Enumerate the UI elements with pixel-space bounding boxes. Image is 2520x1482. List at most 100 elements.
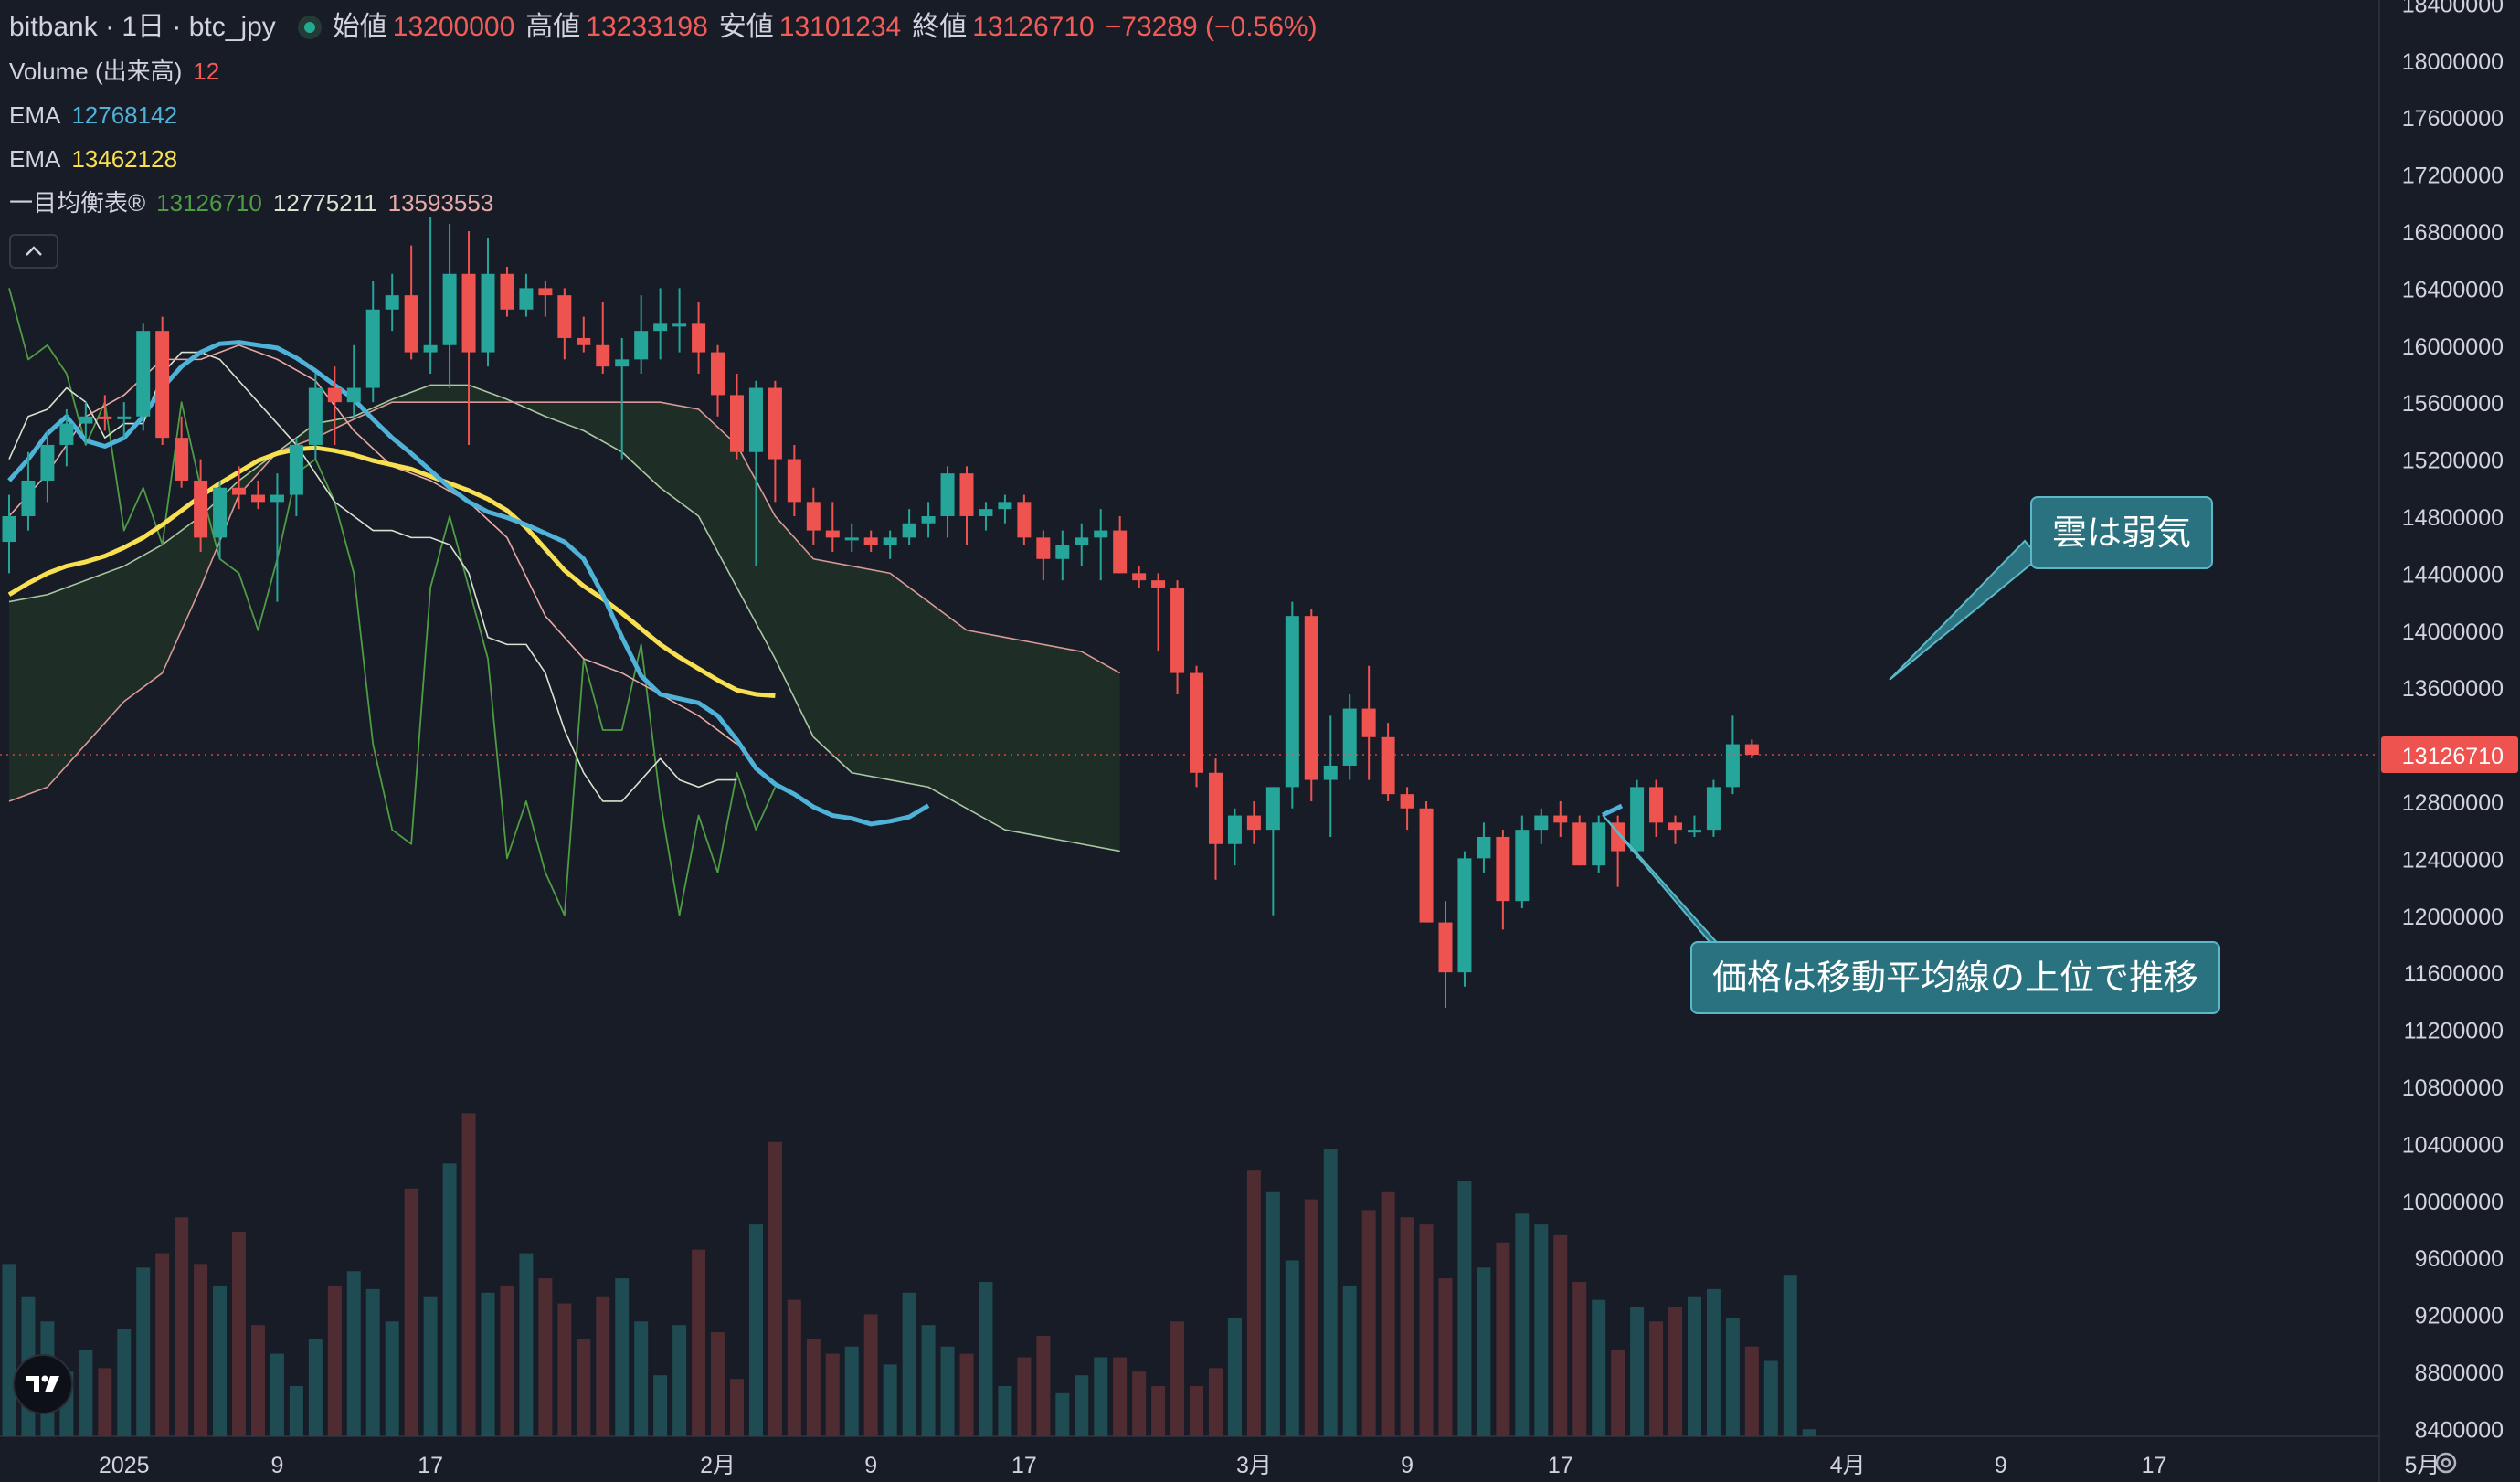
chevron-up-icon <box>26 246 42 256</box>
time-tick-label: 17 <box>1548 1453 1573 1478</box>
candle-up <box>270 494 284 503</box>
volume-bar <box>1265 1191 1280 1436</box>
volume-bar <box>289 1385 303 1436</box>
high-value: 13233198 <box>586 12 708 42</box>
volume-bar <box>1208 1368 1223 1436</box>
volume-bar <box>155 1253 170 1436</box>
volume-bar <box>1630 1307 1645 1436</box>
ichimoku-value-3: 13593553 <box>387 189 494 217</box>
volume-bar <box>1342 1285 1357 1436</box>
candlesticks <box>2 217 1759 1009</box>
price-tick-label: 18000000 <box>2402 49 2504 75</box>
volume-bar <box>1649 1321 1664 1436</box>
tradingview-logo-icon[interactable] <box>13 1354 73 1414</box>
price-tick-label: 10000000 <box>2402 1190 2504 1215</box>
volume-bar <box>175 1217 189 1436</box>
price-tick-label: 9200000 <box>2415 1304 2504 1329</box>
volume-bar <box>634 1321 649 1436</box>
candle-down <box>1151 580 1166 588</box>
legend-ema-fast[interactable]: EMA 12768142 <box>9 93 1329 137</box>
candle-up <box>844 537 859 541</box>
candle-up <box>634 331 649 360</box>
candle-down <box>538 288 553 296</box>
volume-bar <box>1227 1318 1242 1436</box>
price-tick-label: 15600000 <box>2402 391 2504 417</box>
candle-up <box>1265 787 1280 831</box>
volume-bar <box>481 1292 495 1436</box>
candle-down <box>1381 736 1395 795</box>
time-tick-label: 17 <box>2142 1453 2167 1478</box>
time-tick-label: 9 <box>1995 1453 2007 1478</box>
time-tick-label: 2月 <box>700 1453 736 1478</box>
candle-down <box>1649 787 1664 823</box>
ema-slow-value: 13462128 <box>71 145 178 173</box>
volume-bar <box>1113 1357 1128 1436</box>
volume-bar <box>1477 1267 1491 1436</box>
collapse-legend-button[interactable] <box>9 234 58 269</box>
volume-bar <box>979 1282 993 1436</box>
volume-bar <box>1055 1392 1070 1436</box>
volume-bar <box>902 1292 916 1436</box>
candle-down <box>1190 672 1204 773</box>
candle-down <box>577 337 591 345</box>
candle-down <box>1208 772 1223 844</box>
legend-volume[interactable]: Volume (出来高) 12 <box>9 49 1329 93</box>
volume-bar <box>1361 1210 1376 1436</box>
volume-bar <box>270 1353 284 1436</box>
candle-up <box>1075 537 1089 545</box>
volume-bar <box>653 1375 668 1436</box>
symbol-title[interactable]: bitbank · 1日 · btc_jpy <box>9 12 276 42</box>
last-price-tag-label: 13126710 <box>2402 744 2504 769</box>
price-tick-label: 8800000 <box>2415 1360 2504 1386</box>
candle-up <box>481 273 495 353</box>
candle-down <box>250 494 265 503</box>
senkou-span-b-line <box>8 401 1121 802</box>
volume-bar <box>1400 1217 1414 1436</box>
price-tick-label: 11200000 <box>2404 1019 2504 1044</box>
candle-down <box>1246 815 1261 831</box>
legend-ichimoku[interactable]: 一目均衡表® 13126710 12775211 13593553 <box>9 181 1329 225</box>
volume-bar <box>1592 1299 1606 1436</box>
candle-up <box>1457 858 1472 973</box>
volume-bar <box>519 1253 534 1436</box>
callout-cloud-weak[interactable]: 雲は弱気 <box>2030 496 2214 569</box>
volume-bar <box>692 1249 706 1436</box>
volume-bar <box>825 1353 840 1436</box>
callout-price-above-ma[interactable]: 価格は移動平均線の上位で推移 <box>1690 941 2221 1014</box>
settings-gear-icon[interactable] <box>2432 1449 2460 1477</box>
volume-bar <box>1802 1429 1816 1436</box>
candle-down <box>1572 822 1587 866</box>
candle-up <box>21 480 36 516</box>
candle-up <box>1285 616 1299 788</box>
ichimoku-value-1: 13126710 <box>156 189 262 217</box>
volume-bar <box>959 1353 974 1436</box>
low-value: 13101234 <box>778 12 902 42</box>
volume-bar <box>1457 1180 1472 1436</box>
callout-pointer-cloud <box>1889 539 2041 681</box>
kijun-sen-line <box>8 344 737 746</box>
volume-bar <box>883 1364 897 1436</box>
volume-bar <box>787 1299 801 1436</box>
price-tick-label: 16000000 <box>2402 334 2504 360</box>
callout-pointer-price <box>1602 814 1730 957</box>
volume-bar <box>442 1163 457 1436</box>
volume-bar <box>863 1314 878 1436</box>
candle-down <box>327 387 342 403</box>
candle-down <box>825 530 840 538</box>
candle-down <box>1132 573 1147 581</box>
price-tick-label: 11600000 <box>2404 961 2504 987</box>
ema-fast-value: 12768142 <box>71 101 178 129</box>
legend-ema-slow[interactable]: EMA 13462128 <box>9 137 1329 181</box>
change-value: −73289 (−0.56%) <box>1105 12 1318 42</box>
candle-down <box>1668 822 1683 831</box>
ema-fast-label: EMA <box>9 101 61 129</box>
market-status-icon <box>297 16 322 39</box>
volume-bars <box>2 1113 1816 1436</box>
candle-up <box>385 295 399 310</box>
candle-up <box>1515 830 1530 902</box>
candle-up <box>1592 822 1606 866</box>
candle-down <box>155 331 170 439</box>
candle-up <box>1094 530 1108 538</box>
